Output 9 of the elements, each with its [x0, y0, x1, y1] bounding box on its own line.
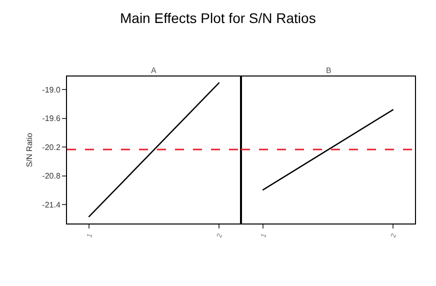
y-axis-title: S/N Ratio — [24, 132, 34, 168]
y-tick-label: -20.8 — [42, 172, 61, 181]
chart-title: A — [151, 66, 157, 75]
y-tick-label: -19.6 — [42, 114, 61, 124]
y-tick-label: -19.0 — [42, 85, 61, 94]
y-tick-label: -21.4 — [42, 200, 61, 210]
text: Main Effects Plot for S/N Ratios — [120, 10, 316, 26]
chart-title: B — [326, 66, 332, 75]
y-tick-label: -20.2 — [42, 142, 61, 152]
